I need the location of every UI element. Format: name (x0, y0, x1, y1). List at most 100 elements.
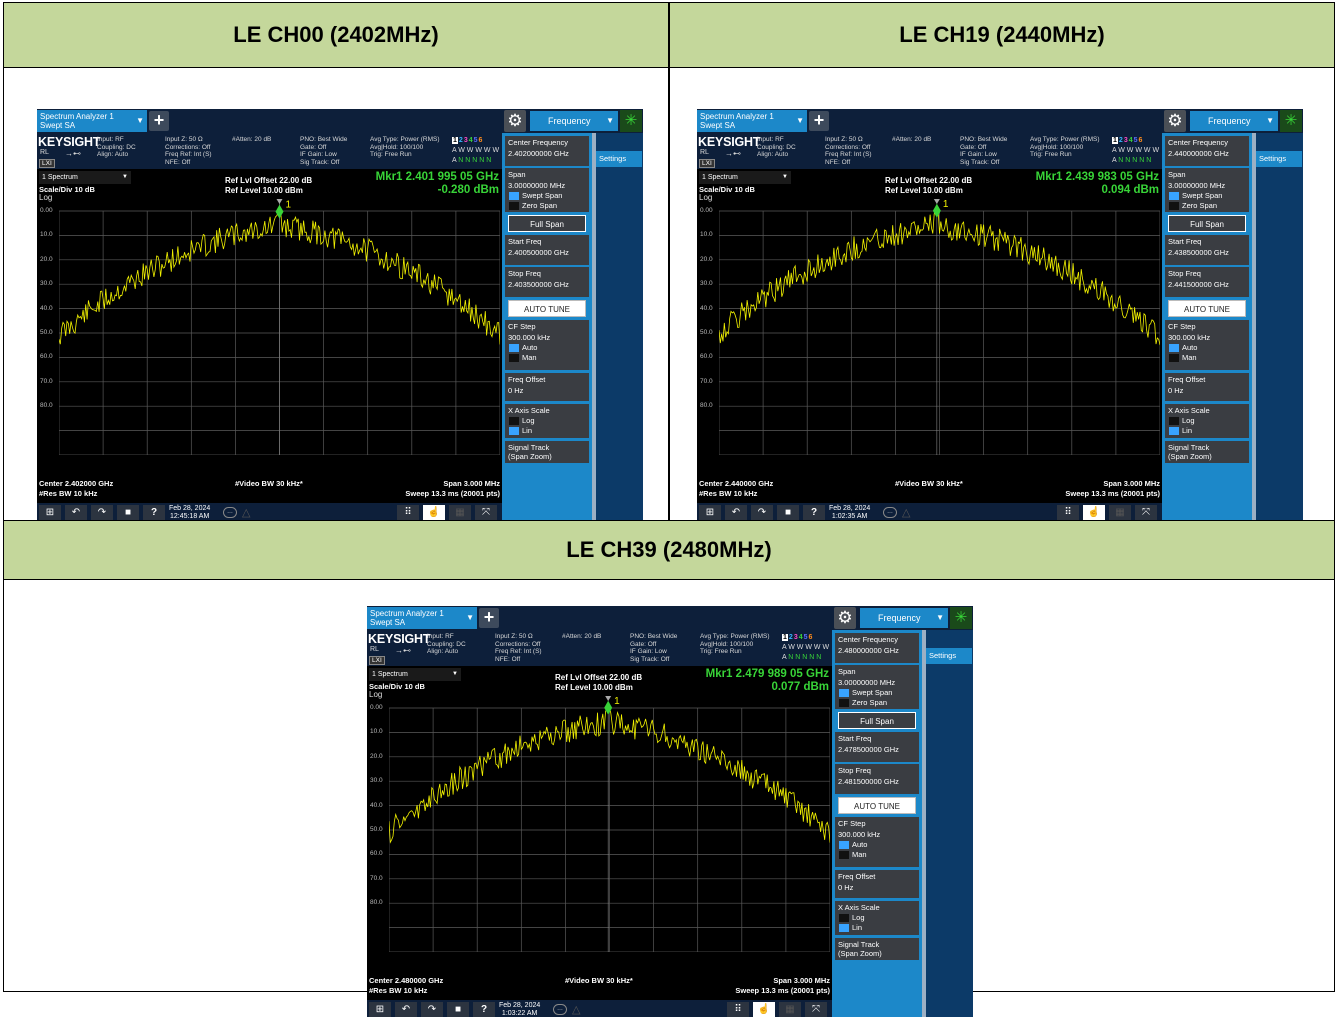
auto-tune-button[interactable]: AUTO TUNE (838, 797, 916, 814)
windows-icon[interactable]: ⊞ (699, 505, 721, 520)
add-screen-button[interactable]: + (809, 111, 829, 131)
cf-step-softkey[interactable]: CF Step 300.000 kHz Auto Man (505, 320, 589, 370)
stop-freq-softkey[interactable]: Stop Freq 2.403500000 GHz (505, 267, 589, 297)
x-axis-scale-softkey[interactable]: X Axis Scale Log Lin (505, 404, 589, 438)
lin-option[interactable]: Lin (508, 427, 586, 435)
start-freq-softkey[interactable]: Start Freq 2.438500000 GHz (1165, 235, 1249, 265)
full-span-button[interactable]: Full Span (508, 215, 586, 232)
center-frequency-softkey[interactable]: Center Frequency 2.440000000 GHz (1165, 136, 1249, 166)
log-option[interactable]: Log (508, 417, 586, 425)
measurement-tab[interactable]: Spectrum Analyzer 1 Swept SA ▼ (697, 110, 807, 132)
log-option[interactable]: Log (838, 914, 916, 922)
man-option[interactable]: Man (508, 354, 586, 362)
touch-icon[interactable]: ☝ (1083, 505, 1105, 520)
message-icon[interactable]: … (883, 507, 897, 518)
zero-span-option[interactable]: Zero Span (838, 699, 916, 707)
man-option[interactable]: Man (1168, 354, 1246, 362)
frequency-menu-select[interactable]: Frequency ▼ (1190, 111, 1278, 131)
softkey-scrollbar[interactable] (592, 133, 596, 520)
settings-tab[interactable]: Settings (596, 151, 642, 167)
window-select[interactable]: 1 Spectrum ▼ (39, 171, 131, 184)
man-option[interactable]: Man (838, 851, 916, 859)
redo-icon[interactable]: ↷ (421, 1002, 443, 1017)
folder-icon[interactable]: ■ (447, 1002, 469, 1017)
softkey-scrollbar[interactable] (922, 630, 926, 1017)
swept-span-option[interactable]: Swept Span (1168, 192, 1246, 200)
scale-div-label: Scale/Div 10 dB (39, 185, 95, 194)
touch-icon[interactable]: ☝ (753, 1002, 775, 1017)
signal-track-softkey[interactable]: Signal Track (Span Zoom) (1165, 441, 1249, 463)
undo-icon[interactable]: ↶ (395, 1002, 417, 1017)
message-icon[interactable]: … (553, 1004, 567, 1015)
folder-icon[interactable]: ■ (117, 505, 139, 520)
span-softkey[interactable]: Span 3.00000000 MHz Swept Span Zero Span (835, 665, 919, 709)
lin-option[interactable]: Lin (838, 924, 916, 932)
multiwindow-icon[interactable]: ▦ (1109, 505, 1131, 520)
zero-span-option[interactable]: Zero Span (508, 202, 586, 210)
start-freq-softkey[interactable]: Start Freq 2.478500000 GHz (835, 732, 919, 762)
swept-span-option[interactable]: Swept Span (508, 192, 586, 200)
gear-icon[interactable]: ⚙ (504, 110, 526, 132)
add-screen-button[interactable]: + (479, 608, 499, 628)
multiwindow-icon[interactable]: ▦ (779, 1002, 801, 1017)
zoom-icon[interactable]: ⤧ (1135, 505, 1157, 520)
gear-icon[interactable]: ⚙ (834, 607, 856, 629)
start-freq-softkey[interactable]: Start Freq 2.400500000 GHz (505, 235, 589, 265)
auto-option[interactable]: Auto (508, 344, 586, 352)
freq-offset-softkey[interactable]: Freq Offset 0 Hz (505, 373, 589, 401)
message-icon[interactable]: … (223, 507, 237, 518)
auto-option[interactable]: Auto (838, 841, 916, 849)
undo-icon[interactable]: ↶ (65, 505, 87, 520)
signal-track-softkey[interactable]: Signal Track (Span Zoom) (835, 938, 919, 960)
freq-offset-softkey[interactable]: Freq Offset 0 Hz (1165, 373, 1249, 401)
cf-step-softkey[interactable]: CF Step 300.000 kHz Auto Man (1165, 320, 1249, 370)
gear-icon[interactable]: ⚙ (1164, 110, 1186, 132)
settings-tab[interactable]: Settings (926, 648, 972, 664)
keypad-icon[interactable]: ⠿ (1057, 505, 1079, 520)
touch-icon[interactable]: ☝ (423, 505, 445, 520)
center-frequency-softkey[interactable]: Center Frequency 2.480000000 GHz (835, 633, 919, 663)
span-softkey[interactable]: Span 3.00000000 MHz Swept Span Zero Span (1165, 168, 1249, 212)
x-axis-scale-softkey[interactable]: X Axis Scale Log Lin (1165, 404, 1249, 438)
keypad-icon[interactable]: ⠿ (727, 1002, 749, 1017)
help-icon[interactable]: ? (473, 1002, 495, 1017)
auto-tune-button[interactable]: AUTO TUNE (1168, 300, 1246, 317)
signal-track-softkey[interactable]: Signal Track (Span Zoom) (505, 441, 589, 463)
full-span-button[interactable]: Full Span (838, 712, 916, 729)
multiwindow-icon[interactable]: ▦ (449, 505, 471, 520)
x-axis-scale-softkey[interactable]: X Axis Scale Log Lin (835, 901, 919, 935)
help-icon[interactable]: ? (803, 505, 825, 520)
keypad-icon[interactable]: ⠿ (397, 505, 419, 520)
swept-span-option[interactable]: Swept Span (838, 689, 916, 697)
zoom-icon[interactable]: ⤧ (805, 1002, 827, 1017)
settings-tab[interactable]: Settings (1256, 151, 1302, 167)
redo-icon[interactable]: ↷ (751, 505, 773, 520)
add-screen-button[interactable]: + (149, 111, 169, 131)
window-select[interactable]: 1 Spectrum ▼ (369, 668, 461, 681)
zero-span-option[interactable]: Zero Span (1168, 202, 1246, 210)
window-select[interactable]: 1 Spectrum ▼ (699, 171, 791, 184)
undo-icon[interactable]: ↶ (725, 505, 747, 520)
zoom-icon[interactable]: ⤧ (475, 505, 497, 520)
windows-icon[interactable]: ⊞ (369, 1002, 391, 1017)
freq-offset-softkey[interactable]: Freq Offset 0 Hz (835, 870, 919, 898)
windows-icon[interactable]: ⊞ (39, 505, 61, 520)
help-icon[interactable]: ? (143, 505, 165, 520)
full-span-button[interactable]: Full Span (1168, 215, 1246, 232)
lin-option[interactable]: Lin (1168, 427, 1246, 435)
stop-freq-softkey[interactable]: Stop Freq 2.441500000 GHz (1165, 267, 1249, 297)
frequency-menu-select[interactable]: Frequency ▼ (860, 608, 948, 628)
measurement-tab[interactable]: Spectrum Analyzer 1 Swept SA ▼ (367, 607, 477, 629)
span-softkey[interactable]: Span 3.00000000 MHz Swept Span Zero Span (505, 168, 589, 212)
log-option[interactable]: Log (1168, 417, 1246, 425)
redo-icon[interactable]: ↷ (91, 505, 113, 520)
measurement-tab[interactable]: Spectrum Analyzer 1 Swept SA ▼ (37, 110, 147, 132)
auto-option[interactable]: Auto (1168, 344, 1246, 352)
stop-freq-softkey[interactable]: Stop Freq 2.481500000 GHz (835, 764, 919, 794)
cf-step-softkey[interactable]: CF Step 300.000 kHz Auto Man (835, 817, 919, 867)
folder-icon[interactable]: ■ (777, 505, 799, 520)
center-frequency-softkey[interactable]: Center Frequency 2.402000000 GHz (505, 136, 589, 166)
auto-tune-button[interactable]: AUTO TUNE (508, 300, 586, 317)
softkey-scrollbar[interactable] (1252, 133, 1256, 520)
frequency-menu-select[interactable]: Frequency ▼ (530, 111, 618, 131)
